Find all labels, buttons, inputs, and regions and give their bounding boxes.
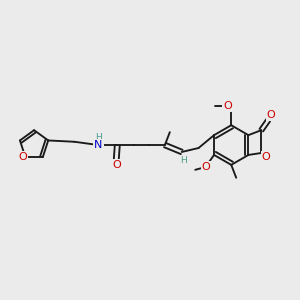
Text: H: H [180, 156, 187, 165]
Text: O: O [202, 162, 211, 172]
Text: O: O [18, 152, 27, 162]
Text: O: O [112, 160, 121, 170]
Text: O: O [223, 101, 232, 111]
Text: N: N [94, 140, 103, 150]
Text: O: O [267, 110, 276, 120]
Text: O: O [262, 152, 271, 162]
Text: H: H [95, 133, 102, 142]
